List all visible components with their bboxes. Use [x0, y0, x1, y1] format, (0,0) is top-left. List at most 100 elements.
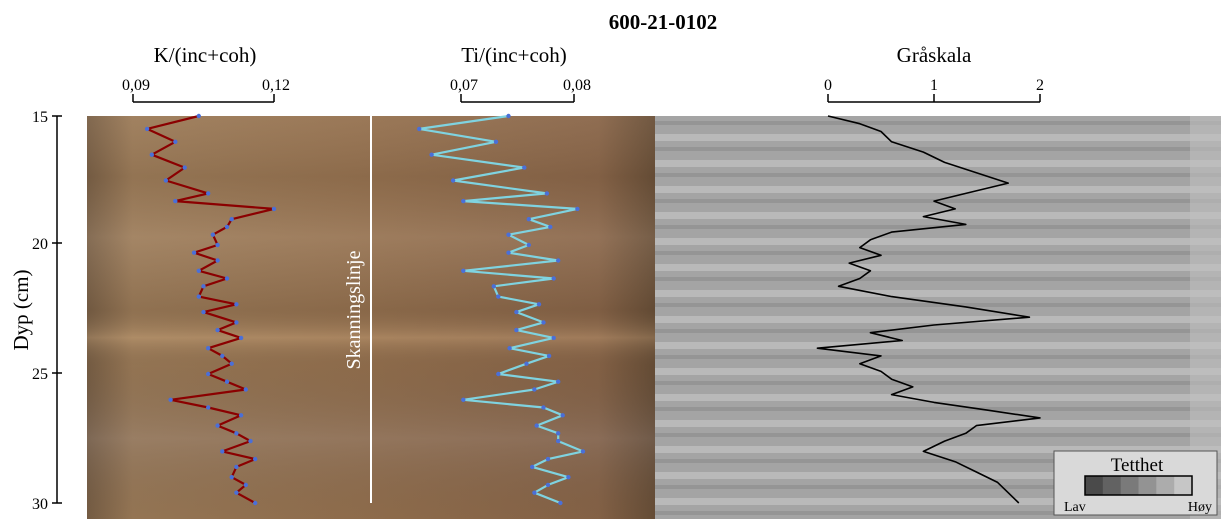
ti-data-point: [514, 327, 519, 333]
density-legend-low: Lav: [1064, 500, 1086, 515]
gray-axis-tick-label: 2: [1036, 77, 1044, 94]
density-legend-title: Tetthet: [1111, 455, 1164, 476]
density-legend-scale: [1085, 476, 1193, 495]
k-data-point: [215, 242, 220, 248]
k-data-point: [271, 206, 277, 212]
k-data-point: [196, 268, 201, 273]
k-data-point: [234, 464, 239, 470]
ti-data-point: [551, 276, 556, 281]
ti-data-point: [545, 482, 551, 488]
k-data-point: [206, 405, 211, 410]
ti-data-point: [530, 464, 535, 470]
k-data-point: [168, 397, 173, 402]
k-data-point: [206, 346, 211, 351]
density-legend-swatch: [1102, 476, 1122, 495]
k-data-point: [206, 371, 211, 377]
ti-data-point: [558, 500, 563, 506]
k-data-point: [229, 361, 234, 366]
ti-axis-title: Ti/(inc+coh): [461, 43, 567, 67]
depth-tick-label: 30: [32, 496, 48, 513]
depth-tick-label: 15: [32, 109, 48, 126]
k-data-point: [243, 387, 248, 392]
density-legend-swatch: [1085, 476, 1104, 495]
density-legend-swatch: [1174, 476, 1193, 495]
depth-tick-label: 20: [32, 236, 48, 253]
ti-data-point: [496, 371, 501, 377]
ti-data-point: [450, 178, 456, 183]
k-data-point: [196, 113, 201, 119]
ti-data-point: [560, 413, 565, 418]
k-data-point: [173, 139, 178, 144]
ti-data-point: [545, 456, 551, 462]
ti-data-point: [526, 217, 531, 222]
ti-axis-tick-label: 0,07: [450, 77, 478, 94]
k-data-point: [253, 500, 258, 506]
density-legend-high: Høy: [1188, 500, 1212, 515]
ti-data-point: [548, 224, 553, 230]
ti-data-point: [493, 139, 499, 144]
ti-data-point: [580, 449, 586, 454]
k-data-point: [234, 320, 239, 325]
ti-data-point: [417, 126, 422, 132]
ti-data-point: [491, 284, 496, 289]
density-legend-scale-border: [1084, 475, 1193, 496]
ti-data-point: [532, 387, 537, 392]
ti-data-point: [536, 302, 542, 307]
k-data-point: [206, 191, 211, 196]
ti-data-point: [429, 152, 434, 157]
ti-data-point: [524, 361, 529, 366]
ti-data-point: [522, 165, 527, 170]
k-data-point: [163, 178, 169, 183]
k-data-point: [173, 198, 178, 204]
k-data-point: [220, 449, 225, 454]
ti-data-point: [526, 242, 531, 248]
k-data-point: [238, 413, 244, 418]
density-legend-swatch: [1120, 476, 1139, 495]
k-data-point: [191, 250, 197, 255]
ti-data-point: [544, 191, 550, 196]
k-axis: K/(inc+coh) 0,09 0,12: [122, 43, 290, 103]
k-data-point: [149, 152, 154, 157]
ti-data-point: [541, 320, 546, 325]
depth-axis: 15 20 25 30 Dyp (cm): [9, 109, 62, 513]
ti-series: [417, 113, 586, 506]
ti-axis-tick-label: 0,08: [563, 77, 591, 94]
k-data-point: [210, 232, 216, 237]
k-data-point: [248, 438, 253, 444]
ti-data-point: [514, 309, 519, 315]
k-data-point: [243, 482, 248, 488]
ti-data-point: [461, 397, 466, 402]
gray-series: [816, 115, 1041, 504]
ti-data-point: [556, 438, 561, 444]
ti-data-point: [506, 250, 511, 255]
k-data-point: [196, 294, 201, 299]
k-data-point: [182, 165, 187, 170]
k-data-point: [234, 490, 239, 495]
ti-data-point: [461, 268, 466, 273]
ti-data-point: [556, 258, 561, 263]
ti-data-point: [496, 294, 501, 299]
depth-tick-label: 25: [32, 366, 48, 383]
k-data-point: [215, 327, 220, 333]
ti-data-point: [461, 198, 466, 204]
k-data-point: [201, 309, 206, 315]
gray-axis-tick-label: 1: [930, 77, 938, 94]
k-axis-tick-label: 0,09: [122, 77, 150, 94]
k-data-point: [144, 126, 150, 132]
ti-data-point: [534, 423, 539, 428]
k-data-point: [229, 475, 234, 480]
gray-axis-tick-label: 0: [824, 77, 832, 94]
ti-data-point: [532, 490, 537, 495]
ti-data-point: [556, 379, 561, 384]
ti-data-point: [556, 431, 561, 436]
ti-data-point: [506, 232, 511, 237]
ti-data-point: [506, 113, 511, 119]
ti-data-point: [551, 335, 556, 341]
density-legend-swatch: [1156, 476, 1175, 495]
k-data-point: [238, 335, 244, 341]
k-data-point: [229, 217, 234, 222]
k-data-point: [201, 284, 206, 289]
scanning-line-label: Skanningslinje: [343, 250, 365, 369]
ti-data-point: [566, 475, 571, 480]
